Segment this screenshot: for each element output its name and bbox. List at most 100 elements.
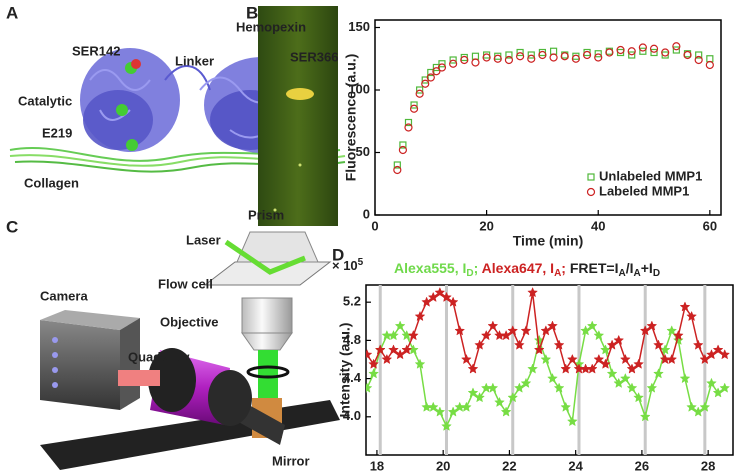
y-tick-label: 100 <box>348 81 370 96</box>
panel-label: C <box>6 217 18 236</box>
legend-piece: ; <box>474 260 482 276</box>
legend-piece: +I <box>641 260 653 276</box>
marker <box>404 123 413 132</box>
marker <box>594 53 603 62</box>
marker <box>616 45 625 55</box>
marker <box>659 344 671 355</box>
marker <box>520 325 532 336</box>
marker <box>480 329 492 341</box>
marker <box>407 329 419 341</box>
marker <box>447 296 459 307</box>
marker <box>547 372 558 384</box>
marker <box>653 339 664 350</box>
marker <box>613 334 625 345</box>
marker <box>686 401 697 412</box>
y-tick-label: 50 <box>356 144 370 159</box>
marker <box>467 387 479 398</box>
marker <box>381 353 393 365</box>
marker <box>394 349 406 360</box>
marker <box>426 73 435 82</box>
marker <box>460 55 469 65</box>
marker <box>580 325 591 336</box>
marker <box>454 325 466 336</box>
structure-label: SER142 <box>72 43 120 58</box>
structure-label: Collagen <box>24 175 79 190</box>
marker <box>699 401 711 412</box>
marker <box>553 339 565 350</box>
marker <box>719 349 731 360</box>
marker <box>619 372 631 384</box>
marker <box>661 48 670 57</box>
marker <box>600 358 611 369</box>
panel-label: B <box>246 3 258 22</box>
legend-piece: A <box>634 268 641 279</box>
marker <box>646 382 658 393</box>
marker <box>600 344 611 355</box>
marker <box>366 349 373 360</box>
marker <box>553 382 565 393</box>
marker <box>533 344 545 355</box>
marker <box>494 396 505 408</box>
marker <box>507 325 519 336</box>
marker <box>672 329 684 341</box>
marker <box>368 368 379 379</box>
marker <box>638 43 647 52</box>
gel-image <box>258 6 338 226</box>
marker <box>549 47 558 55</box>
marker <box>437 63 447 72</box>
marker <box>427 401 439 412</box>
marker <box>520 377 532 388</box>
marker <box>527 363 538 374</box>
schematic-label: Camera <box>40 288 88 303</box>
legend-text: Alexa555, ID; Alexa647, IA; FRET=IA/IA+I… <box>394 260 660 279</box>
panel-label: A <box>6 3 18 22</box>
marker <box>416 86 424 94</box>
x-axis-label: Time (s) <box>523 473 576 475</box>
marker <box>692 339 704 350</box>
marker <box>613 377 625 388</box>
marker <box>460 353 472 365</box>
marker <box>393 161 401 169</box>
marker <box>513 382 525 393</box>
marker <box>679 301 691 312</box>
x-tick-label: 20 <box>436 458 450 473</box>
marker <box>586 363 598 374</box>
schematic-label: Laser <box>186 232 221 247</box>
schematic-label: Flow cell <box>158 276 213 291</box>
plot-frame <box>374 19 722 216</box>
marker <box>527 286 538 298</box>
legend-label: Labeled MMP1 <box>599 183 689 198</box>
marker <box>427 291 439 302</box>
marker <box>672 46 680 54</box>
marker <box>474 392 485 403</box>
marker <box>628 51 636 59</box>
marker <box>566 415 578 427</box>
legend-piece: D <box>466 268 473 279</box>
legend-piece: A <box>554 268 561 279</box>
x-tick-label: 22 <box>502 458 516 473</box>
marker <box>587 173 595 181</box>
marker <box>447 406 459 417</box>
legend-piece: /I <box>626 260 634 276</box>
marker <box>686 310 697 322</box>
marker <box>582 50 592 60</box>
marker <box>471 58 480 67</box>
marker <box>705 60 714 70</box>
marker <box>515 52 525 61</box>
marker <box>606 339 618 350</box>
marker <box>427 68 435 77</box>
marker <box>487 382 499 393</box>
structure-label: SER366 <box>290 49 338 64</box>
marker <box>467 363 479 374</box>
marker <box>540 325 552 336</box>
marker <box>388 344 399 355</box>
marker <box>415 89 424 98</box>
schematic-label: Quadview <box>128 349 190 364</box>
marker <box>399 141 407 149</box>
marker <box>404 118 413 127</box>
microscope-schematic <box>40 231 340 470</box>
marker <box>421 79 430 88</box>
plot-frame <box>365 284 734 456</box>
multiplier-exponent: 5 <box>358 257 364 268</box>
x-axis-label: Time (min) <box>513 233 584 249</box>
